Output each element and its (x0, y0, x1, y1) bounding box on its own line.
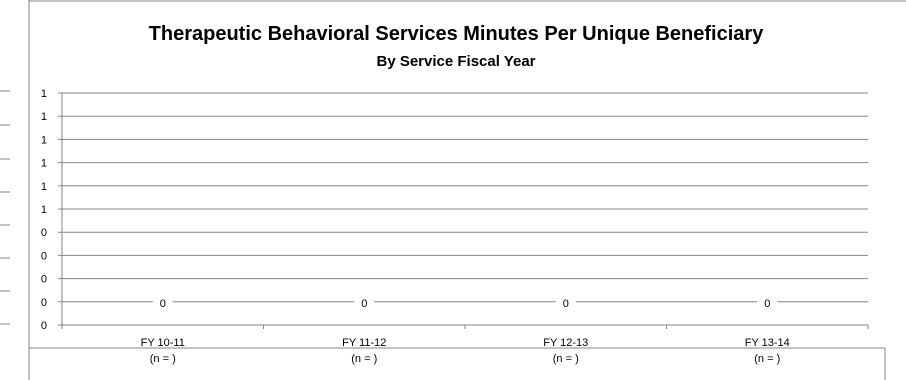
y-axis-tick-labels: 0 0 0 0 0 1 1 1 1 1 1 (41, 88, 47, 332)
y-tick-label: 0 (41, 274, 47, 286)
x-category-label: FY 13-14 (745, 337, 790, 349)
y-tick-label: 1 (41, 204, 47, 216)
data-label-background (757, 294, 778, 309)
data-label: 0 (361, 298, 367, 310)
y-tick-label: 1 (41, 181, 47, 193)
x-category-label: FY 11-12 (342, 337, 386, 349)
y-tick-label: 1 (41, 134, 47, 146)
x-category-sublabel: (n = ) (754, 353, 780, 365)
x-category-sublabel: (n = ) (553, 353, 579, 365)
x-category-label: FY 12-13 (543, 337, 588, 349)
y-tick-label: 0 (41, 227, 47, 239)
chart-title: Therapeutic Behavioral Services Minutes … (149, 23, 765, 45)
x-axis: FY 10-11 (n = ) FY 11-12 (n = ) FY 12-13 (n =… (61, 325, 869, 365)
y-tick-label: 1 (41, 88, 47, 100)
data-label-background (555, 294, 576, 309)
data-label: 0 (764, 298, 770, 310)
data-label-background (152, 294, 173, 309)
plot-area: 0 0 0 0 (152, 294, 778, 310)
x-category-label: FY 10-11 (141, 337, 185, 349)
data-label: 0 (563, 298, 569, 310)
chart-subtitle: By Service Fiscal Year (376, 53, 535, 70)
y-tick-label: 0 (41, 297, 47, 309)
x-category-sublabel: (n = ) (150, 353, 176, 365)
y-tick-label: 0 (41, 320, 47, 332)
y-tick-label: 0 (41, 250, 47, 262)
y-tick-label: 1 (41, 111, 47, 123)
data-label: 0 (160, 298, 166, 310)
data-label-background (354, 294, 375, 309)
left-edge-ticks (0, 90, 10, 325)
gridlines (58, 92, 868, 326)
y-tick-label: 1 (41, 158, 47, 170)
x-category-sublabel: (n = ) (351, 353, 377, 365)
